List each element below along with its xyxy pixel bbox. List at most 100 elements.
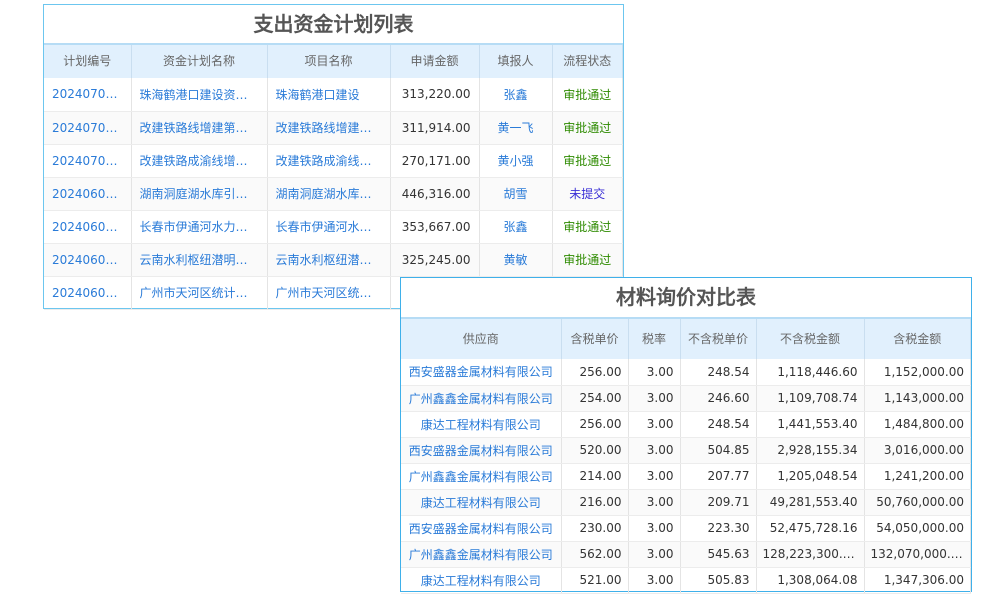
plan-name-link[interactable]: 广州市天河区统计局项目 [131, 276, 268, 310]
amount: 325,245.00 [390, 243, 480, 277]
column-header[interactable]: 不含税金额 [756, 319, 865, 359]
table-row[interactable]: 康达工程材料有限公司 521.00 3.00 505.83 1,308,064.08 1,… [401, 567, 971, 594]
unit-price-tax: 216.00 [561, 489, 629, 516]
amount-net: 1,441,553.40 [756, 411, 865, 438]
status: 审批通过 [552, 144, 623, 178]
column-header[interactable]: 填报人 [479, 45, 553, 78]
tax-rate: 3.00 [628, 411, 681, 438]
project-name-link[interactable]: 改建铁路成渝线增建第二线 [267, 144, 391, 178]
plan-id-link[interactable]: 2024070002 [44, 111, 132, 145]
unit-price-tax: 520.00 [561, 437, 629, 464]
status: 审批通过 [552, 111, 623, 145]
amount-tax: 1,152,000.00 [864, 359, 971, 386]
table-row[interactable]: 2024070003 珠海鹤港口建设资金计划 珠海鹤港口建设 313,220.00 张鑫… [44, 78, 623, 112]
table-row[interactable]: 西安盛器金属材料有限公司 230.00 3.00 223.30 52,475,728.1… [401, 515, 971, 542]
amount-tax: 1,347,306.00 [864, 567, 971, 594]
plan-name-link[interactable]: 湖南洞庭湖水库引水工程 [131, 177, 268, 211]
table-row[interactable]: 广州鑫鑫金属材料有限公司 214.00 3.00 207.77 1,205,048.54… [401, 463, 971, 490]
price-table: 供应商 含税单价 税率 不含税单价 不含税金额 含税金额 西安盛器金属材料有限公司 256.… [401, 319, 971, 594]
amount: 353,667.00 [390, 210, 480, 244]
amount-tax: 50,760,000.00 [864, 489, 971, 516]
plan-id-link[interactable]: 2024060010 [44, 210, 132, 244]
plan-name-link[interactable]: 云南水利枢纽潜明水库工程 [131, 243, 268, 277]
amount: 270,171.00 [390, 144, 480, 178]
column-header[interactable]: 计划编号 [44, 45, 132, 78]
supplier-link[interactable]: 广州鑫鑫金属材料有限公司 [401, 385, 562, 412]
amount-tax: 1,484,800.00 [864, 411, 971, 438]
supplier-link[interactable]: 广州鑫鑫金属材料有限公司 [401, 541, 562, 568]
plan-id-link[interactable]: 2024060009 [44, 243, 132, 277]
plan-name-link[interactable]: 改建铁路线增建第二线资金计划 [131, 111, 268, 145]
table-row[interactable]: 2024060010长春市伊通河水力发电工程长春市伊通河水力发电工程353,66… [44, 210, 623, 244]
unit-price-net: 223.30 [680, 515, 757, 542]
project-name-link[interactable]: 广州市天河区统计局项目 [267, 276, 391, 310]
supplier-link[interactable]: 西安盛器金属材料有限公司 [401, 359, 562, 386]
reporter: 黄小强 [479, 144, 553, 178]
plan-id-link[interactable]: 2024070001 [44, 144, 132, 178]
column-header[interactable]: 项目名称 [267, 45, 391, 78]
amount: 446,316.00 [390, 177, 480, 211]
column-header[interactable]: 含税单价 [561, 319, 629, 359]
plan-id-link[interactable]: 2024070003 [44, 78, 132, 112]
amount-net: 1,118,446.60 [756, 359, 865, 386]
price-comparison-panel: 材料询价对比表 供应商 含税单价 税率 不含税单价 不含税金额 含税金额 西安盛器金属材料… [400, 277, 972, 594]
amount-net: 49,281,553.40 [756, 489, 865, 516]
table-row[interactable]: 广州鑫鑫金属材料有限公司 562.00 3.00 545.63 128,223,300.… [401, 541, 971, 568]
plan-name-link[interactable]: 珠海鹤港口建设资金计划 [131, 78, 268, 112]
amount-net: 52,475,728.16 [756, 515, 865, 542]
amount-tax: 1,143,000.00 [864, 385, 971, 412]
column-header[interactable]: 供应商 [401, 319, 562, 359]
amount-net: 1,109,708.74 [756, 385, 865, 412]
plan-name-link[interactable]: 长春市伊通河水力发电工程 [131, 210, 268, 244]
column-header[interactable]: 税率 [628, 319, 681, 359]
column-header[interactable]: 申请金额 [390, 45, 480, 78]
column-header[interactable]: 不含税单价 [680, 319, 757, 359]
unit-price-tax: 521.00 [561, 567, 629, 594]
project-name-link[interactable]: 湖南洞庭湖水库引水工程 [267, 177, 391, 211]
tax-rate: 3.00 [628, 385, 681, 412]
table-row[interactable]: 康达工程材料有限公司 216.00 3.00 209.71 49,281,553.40 5… [401, 489, 971, 516]
plan-id-link[interactable]: 2024060008 [44, 276, 132, 310]
unit-price-net: 246.60 [680, 385, 757, 412]
project-name-link[interactable]: 改建铁路线增建第二线 [267, 111, 391, 145]
supplier-link[interactable]: 康达工程材料有限公司 [401, 411, 562, 438]
amount-net: 1,205,048.54 [756, 463, 865, 490]
table-row[interactable]: 西安盛器金属材料有限公司 256.00 3.00 248.54 1,118,446.60… [401, 359, 971, 386]
unit-price-net: 248.54 [680, 411, 757, 438]
amount-tax: 3,016,000.00 [864, 437, 971, 464]
table-row[interactable]: 2024070002改建铁路线增建第二线资金计划改建铁路线增建第二线311,91… [44, 111, 623, 145]
supplier-link[interactable]: 康达工程材料有限公司 [401, 489, 562, 516]
reporter: 胡雪 [479, 177, 553, 211]
unit-price-tax: 214.00 [561, 463, 629, 490]
unit-price-net: 504.85 [680, 437, 757, 464]
price-table-title: 材料询价对比表 [401, 278, 971, 319]
column-header[interactable]: 资金计划名称 [131, 45, 268, 78]
amount: 313,220.00 [390, 78, 480, 112]
supplier-link[interactable]: 西安盛器金属材料有限公司 [401, 515, 562, 542]
plan-name-link[interactable]: 改建铁路成渝线增建第二线 [131, 144, 268, 178]
table-row[interactable]: 西安盛器金属材料有限公司 520.00 3.00 504.85 2,928,155.34… [401, 437, 971, 464]
project-name-link[interactable]: 云南水利枢纽潜明水库工程 [267, 243, 391, 277]
unit-price-tax: 230.00 [561, 515, 629, 542]
amount-net: 1,308,064.08 [756, 567, 865, 594]
column-header[interactable]: 含税金额 [864, 319, 971, 359]
table-row[interactable]: 2024060011湖南洞庭湖水库引水工程湖南洞庭湖水库引水工程446,316.… [44, 177, 623, 211]
unit-price-net: 248.54 [680, 359, 757, 386]
project-name-link[interactable]: 长春市伊通河水力发电工程 [267, 210, 391, 244]
tax-rate: 3.00 [628, 437, 681, 464]
plan-table-title: 支出资金计划列表 [44, 5, 623, 45]
project-name-link[interactable]: 珠海鹤港口建设 [267, 78, 391, 112]
supplier-link[interactable]: 广州鑫鑫金属材料有限公司 [401, 463, 562, 490]
amount-tax: 132,070,000.00 [864, 541, 971, 568]
table-row[interactable]: 康达工程材料有限公司 256.00 3.00 248.54 1,441,553.40 1,… [401, 411, 971, 438]
unit-price-tax: 562.00 [561, 541, 629, 568]
tax-rate: 3.00 [628, 359, 681, 386]
column-header[interactable]: 流程状态 [552, 45, 623, 78]
plan-id-link[interactable]: 2024060011 [44, 177, 132, 211]
table-row[interactable]: 广州鑫鑫金属材料有限公司 254.00 3.00 246.60 1,109,708.74… [401, 385, 971, 412]
expense-plan-panel: 支出资金计划列表 计划编号 资金计划名称 项目名称 申请金额 填报人 流程状态 20240… [43, 4, 624, 310]
supplier-link[interactable]: 康达工程材料有限公司 [401, 567, 562, 594]
supplier-link[interactable]: 西安盛器金属材料有限公司 [401, 437, 562, 464]
table-row[interactable]: 2024070001改建铁路成渝线增建第二线改建铁路成渝线增建第二线270,17… [44, 144, 623, 178]
table-row[interactable]: 2024060009云南水利枢纽潜明水库工程云南水利枢纽潜明水库工程325,24… [44, 243, 623, 277]
